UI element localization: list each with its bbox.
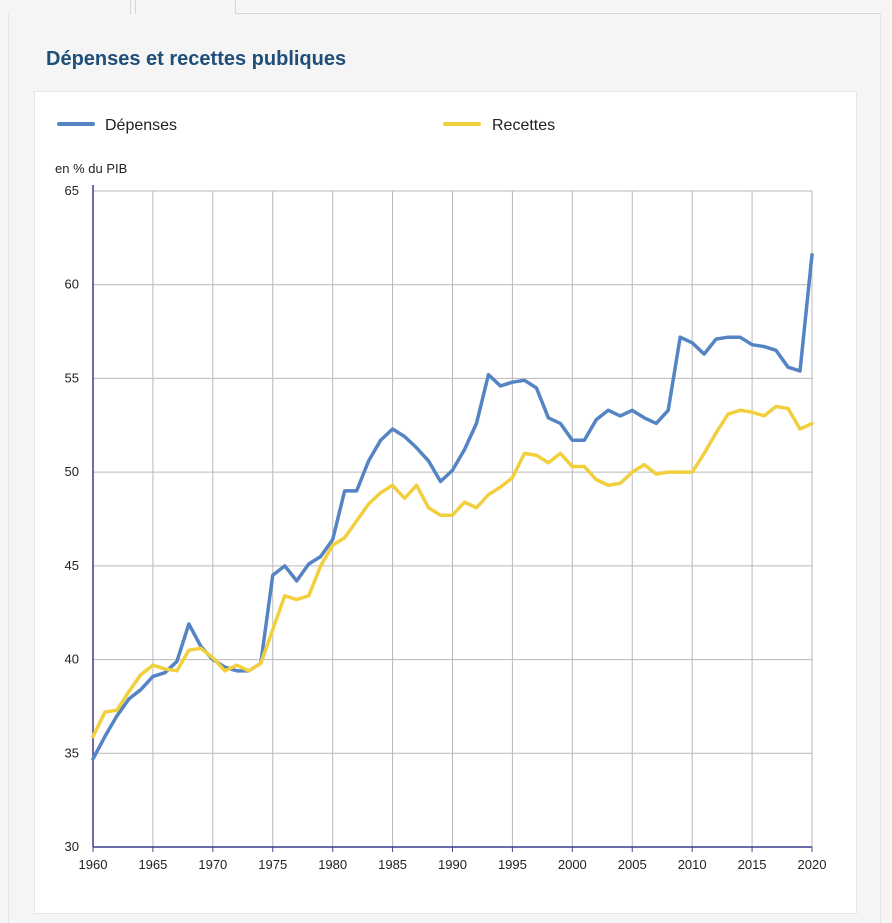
x-tick-label: 1975 xyxy=(258,857,287,872)
y-tick-label: 35 xyxy=(65,745,79,760)
x-tick-label: 2005 xyxy=(618,857,647,872)
tab-bar-divider xyxy=(235,13,880,14)
x-tick-label: 2020 xyxy=(798,857,827,872)
legend-label-depenses: Dépenses xyxy=(105,117,177,134)
top-tab-bar xyxy=(0,0,892,14)
x-tick-label: 1965 xyxy=(138,857,167,872)
x-tick-label: 2010 xyxy=(678,857,707,872)
x-tick-label: 1970 xyxy=(198,857,227,872)
y-tick-label: 55 xyxy=(65,370,79,385)
x-tick-label: 1990 xyxy=(438,857,467,872)
y-tick-label: 30 xyxy=(65,839,79,854)
chart-axes: 30 35 40 45 50 55 60 65 1960 1965 1970 1975 1980 1985… xyxy=(65,183,827,872)
series-line-recettes xyxy=(91,404,814,739)
y-tick-label: 50 xyxy=(65,464,79,479)
x-tick-label: 1985 xyxy=(378,857,407,872)
chart-title: Dépenses et recettes publiques xyxy=(46,48,347,70)
tab-current[interactable] xyxy=(135,0,236,14)
chart-card: 30 35 40 45 50 55 60 65 1960 1965 1970 1975 1980 1985… xyxy=(34,91,857,914)
y-tick-label: 45 xyxy=(65,558,79,573)
x-tick-label: 1960 xyxy=(79,857,108,872)
y-tick-label: 65 xyxy=(65,183,79,198)
chart-series xyxy=(91,252,814,761)
x-tick-label: 1995 xyxy=(498,857,527,872)
x-tick-label: 2000 xyxy=(558,857,587,872)
line-chart: 30 35 40 45 50 55 60 65 1960 1965 1970 1975 1980 1985… xyxy=(55,117,827,872)
y-tick-label: 40 xyxy=(65,652,79,667)
x-tick-label: 1980 xyxy=(318,857,347,872)
chart-legend: Dépenses Recettes xyxy=(57,117,555,134)
chart-grid xyxy=(93,190,813,848)
x-tick-label: 2015 xyxy=(738,857,767,872)
y-axis-unit-label: en % du PIB xyxy=(55,161,127,176)
tab-previous[interactable] xyxy=(8,0,131,14)
y-tick-label: 60 xyxy=(65,277,79,292)
legend-label-recettes: Recettes xyxy=(492,117,555,134)
